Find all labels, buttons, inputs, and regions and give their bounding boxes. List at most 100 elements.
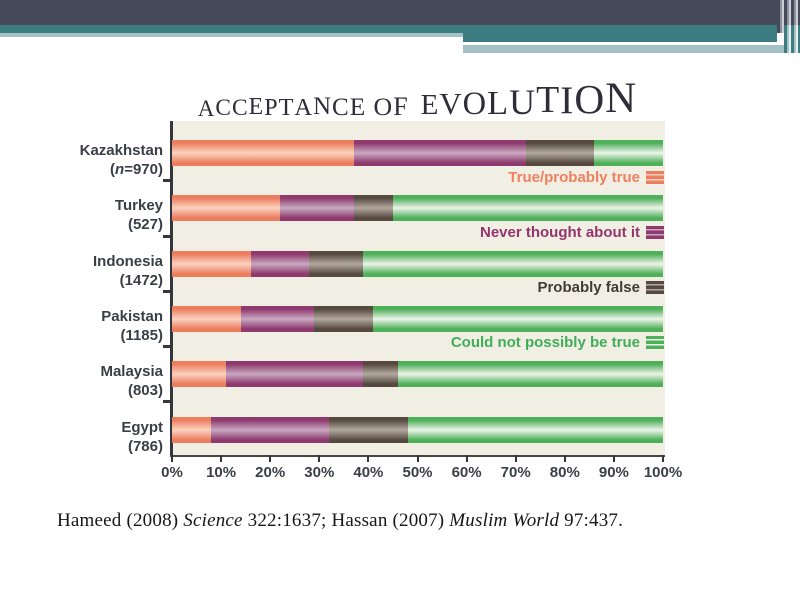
- citation-journal: Science: [183, 510, 243, 531]
- sample-size: (n=970): [110, 161, 163, 178]
- legend-item-never-thought-about-it: Never thought about it: [480, 224, 664, 241]
- bar-segment-never-thought-about-it: [226, 361, 364, 388]
- chart-title-letter: C: [231, 94, 248, 121]
- x-tick-label: 40%: [353, 464, 384, 481]
- bar-segment-could-not-possibly-be-true: [594, 140, 663, 166]
- header-pale-band-right: [463, 45, 784, 53]
- country-name: Egypt: [121, 418, 163, 436]
- x-tick: [220, 455, 223, 462]
- country-label-indonesia: Indonesia (1472): [93, 252, 163, 290]
- x-tick-label: 50%: [402, 464, 433, 481]
- y-tick: [163, 289, 171, 293]
- bar-segment-could-not-possibly-be-true: [363, 250, 663, 277]
- chart-title-letter: O: [574, 75, 605, 122]
- bar-segment-probably-false: [353, 195, 393, 222]
- x-tick-label: 90%: [598, 464, 629, 481]
- legend-swatch-icon: [646, 170, 664, 184]
- bar-row-malaysia: [172, 361, 663, 388]
- legend-label: Probably false: [537, 279, 640, 297]
- bar-segment-could-not-possibly-be-true: [373, 305, 663, 332]
- x-tick-label: 0%: [161, 464, 183, 481]
- x-tick: [269, 455, 272, 462]
- chart-title-letter: A: [294, 93, 313, 121]
- citation: Hameed (2008) Science 322:1637; Hassan (…: [57, 510, 623, 532]
- country-label-turkey: Turkey (527): [115, 196, 163, 234]
- country-name: Indonesia: [92, 252, 163, 270]
- x-tick: [318, 455, 321, 462]
- legend-item-could-not-possibly-be-true: Could not possibly be true: [451, 334, 664, 351]
- citation-journal: Muslim World: [449, 510, 560, 531]
- x-tick: [563, 455, 566, 462]
- chart-title-letter: E: [248, 94, 264, 121]
- bar-segment-never-thought-about-it: [211, 416, 330, 443]
- y-tick: [163, 400, 171, 404]
- x-tick-label: 10%: [206, 464, 237, 481]
- chart-title-letter: V: [439, 87, 462, 122]
- sample-size: (1472): [119, 271, 163, 289]
- country-name: Malaysia: [100, 363, 163, 381]
- y-tick: [163, 179, 171, 183]
- x-tick-label: 80%: [549, 464, 580, 481]
- chart-title-letter: N: [605, 75, 637, 122]
- bar-segment-true-probably-true: [172, 140, 354, 166]
- x-tick: [514, 455, 517, 462]
- chart-title-letter: I: [560, 77, 574, 122]
- bar-row-pakistan: [172, 305, 663, 332]
- chart-title-letter: L: [487, 83, 509, 122]
- chart-title-letter: F: [393, 92, 408, 121]
- legend-label: Never thought about it: [480, 223, 640, 241]
- country-name: Kazakhstan: [79, 142, 163, 159]
- chart-title-letter: A: [197, 96, 215, 121]
- sample-size: (1185): [120, 326, 163, 344]
- legend-swatch-icon: [646, 281, 664, 295]
- y-axis-line: [170, 121, 173, 457]
- x-tick: [465, 455, 468, 462]
- bar-segment-true-probably-true: [172, 416, 212, 443]
- x-tick-label: 20%: [255, 464, 286, 481]
- bar-row-egypt: [172, 416, 663, 443]
- header-corner-stripes-teal: [784, 25, 800, 53]
- country-label-pakistan: Pakistan (1185): [101, 307, 163, 345]
- x-tick: [171, 455, 173, 462]
- x-tick-label: 30%: [304, 464, 335, 481]
- country-name: Turkey: [114, 197, 163, 215]
- bar-segment-true-probably-true: [172, 305, 241, 332]
- x-tick-label: 70%: [500, 464, 531, 481]
- bar-segment-probably-false: [363, 361, 398, 388]
- bar-row-kazakhstan: [172, 140, 663, 166]
- header-white-line: [463, 42, 740, 45]
- citation-text: 97:437.: [559, 510, 624, 531]
- chart-title-letter: P: [264, 95, 278, 121]
- chart-title-letter: O: [373, 92, 393, 122]
- country-label-egypt: Egypt (786): [121, 418, 163, 456]
- citation-text: Hameed (2008): [57, 510, 184, 531]
- chart-title-letter: T: [278, 93, 294, 121]
- legend-swatch-icon: [646, 225, 664, 239]
- chart-title-letter: E: [349, 92, 366, 121]
- sample-size: (803): [127, 382, 163, 400]
- bar-row-indonesia: [172, 250, 663, 277]
- x-tick-label: 60%: [451, 464, 482, 481]
- bar-segment-probably-false: [314, 305, 374, 332]
- legend-label: Could not possibly be true: [450, 334, 640, 352]
- legend-label: True/probably true: [508, 168, 640, 186]
- country-label-malaysia: Malaysia (803): [100, 362, 163, 400]
- bar-segment-could-not-possibly-be-true: [407, 416, 663, 443]
- bar-segment-true-probably-true: [172, 195, 281, 222]
- x-tick: [416, 455, 419, 462]
- sample-size: (527): [127, 216, 163, 234]
- bar-segment-could-not-possibly-be-true: [392, 195, 663, 222]
- y-tick: [163, 234, 171, 238]
- bar-segment-never-thought-about-it: [240, 305, 315, 332]
- header-pale-band-left: [0, 33, 463, 37]
- chart-title-letter: T: [536, 79, 560, 122]
- bar-segment-true-probably-true: [172, 250, 251, 277]
- sample-size: (786): [127, 437, 163, 455]
- bar-segment-true-probably-true: [172, 361, 226, 388]
- chart-title-letter: C: [332, 94, 349, 121]
- bar-segment-never-thought-about-it: [250, 250, 310, 277]
- bar-row-turkey: [172, 195, 663, 222]
- bar-segment-probably-false: [525, 140, 595, 166]
- x-tick: [367, 455, 370, 462]
- bar-segment-could-not-possibly-be-true: [397, 361, 663, 388]
